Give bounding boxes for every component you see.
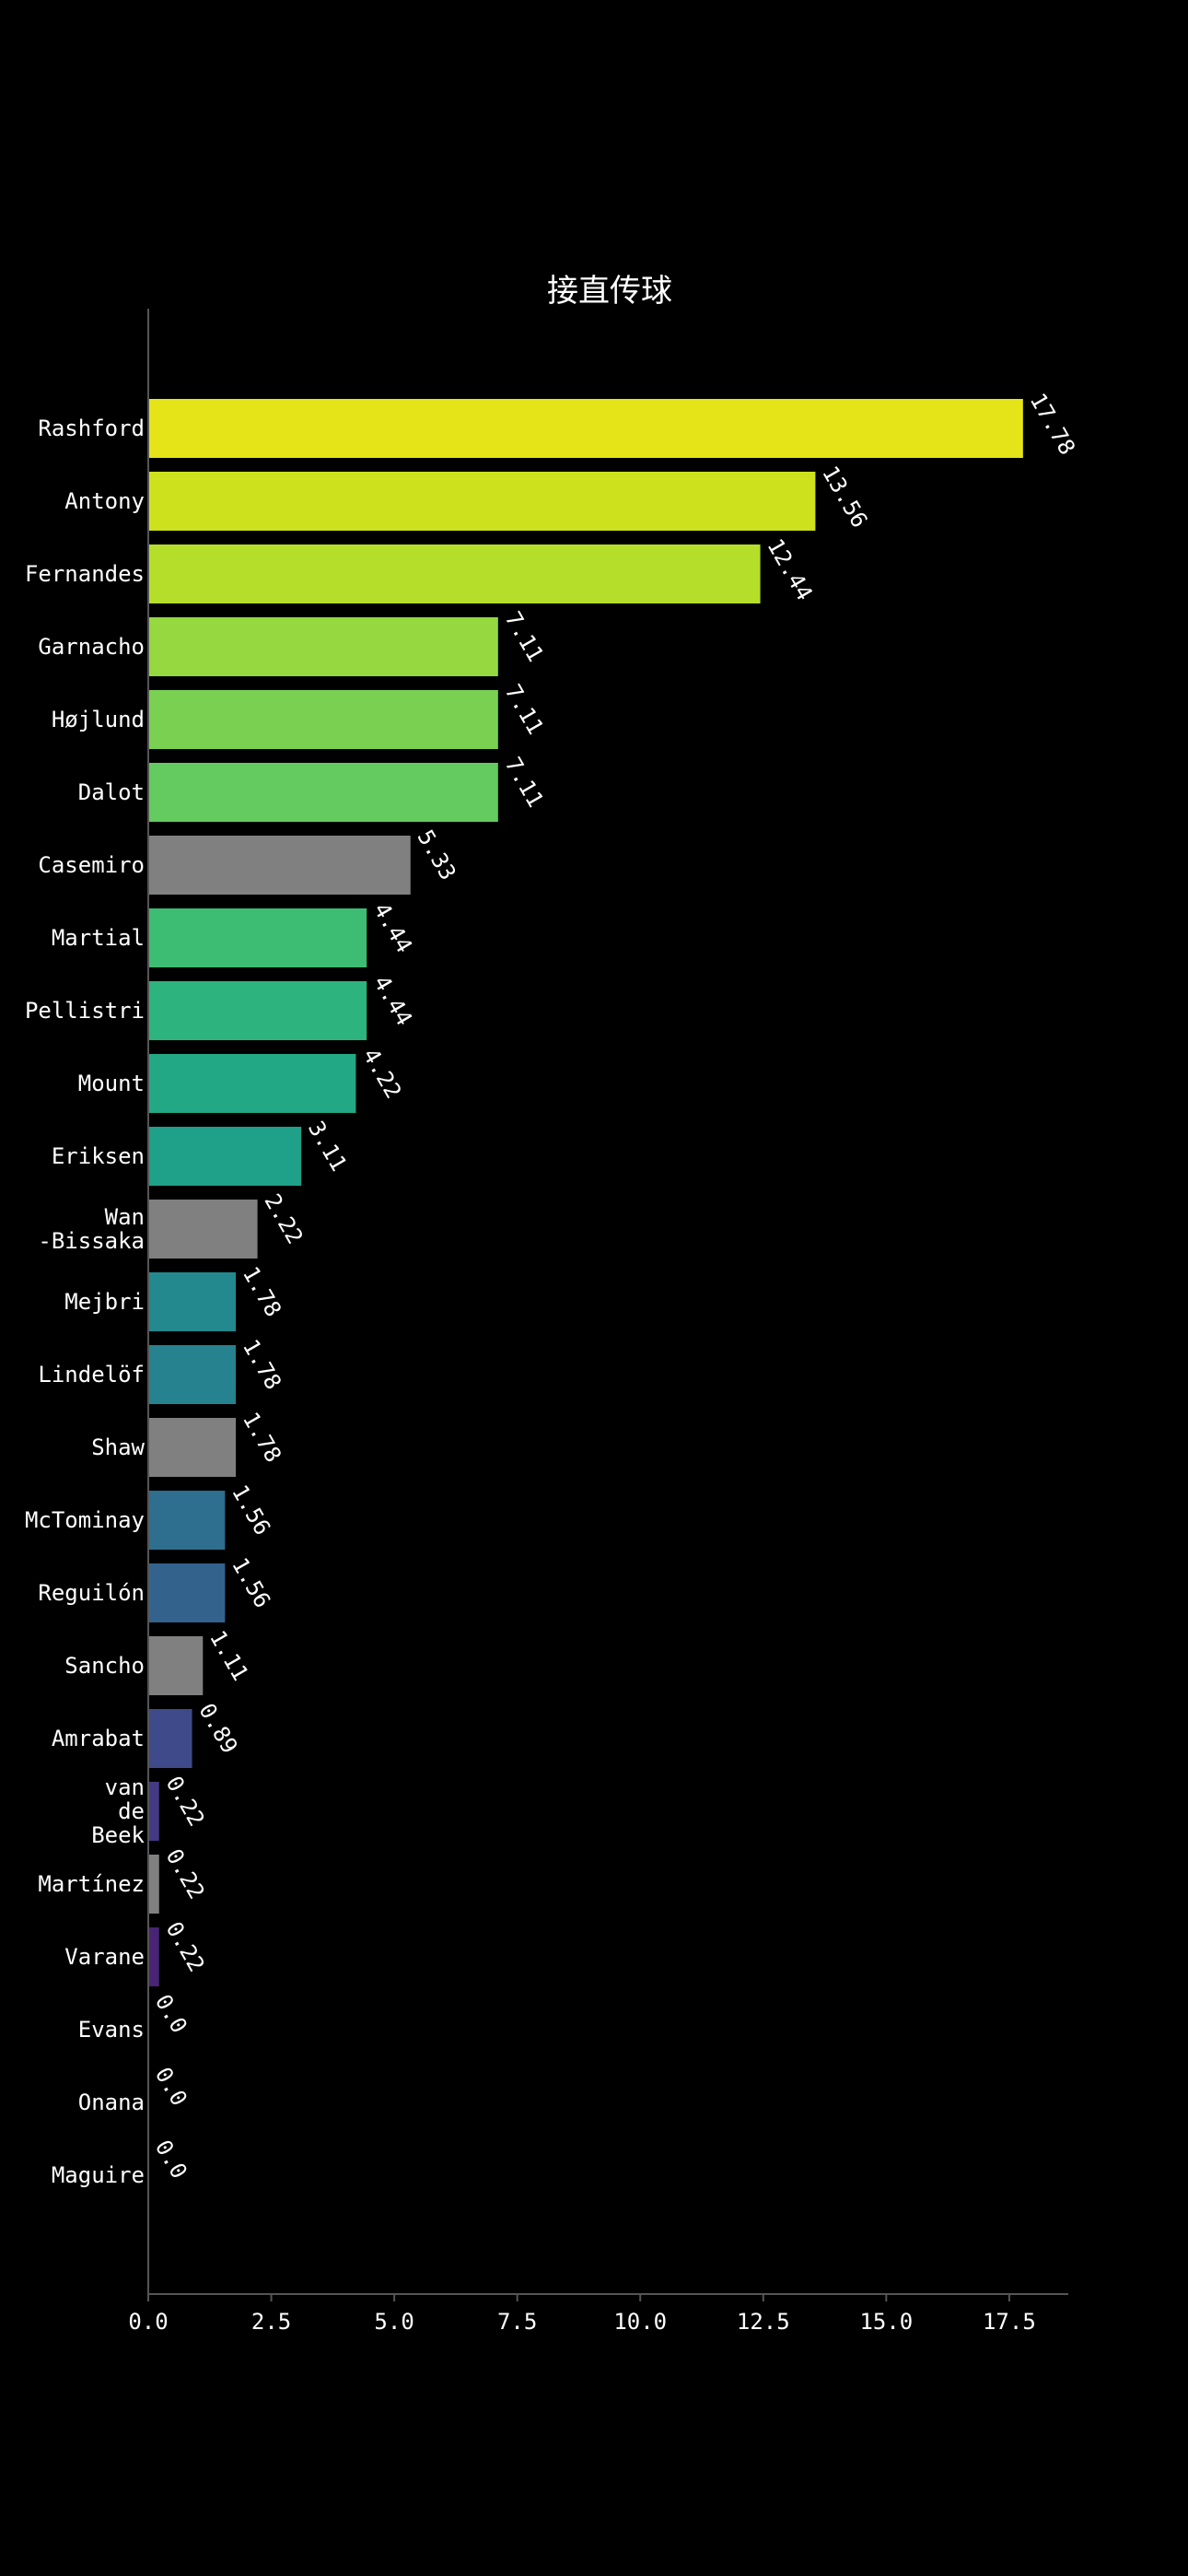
category-label: Mejbri: [64, 1289, 145, 1315]
bar: [148, 690, 498, 749]
category-label: Mount: [78, 1071, 145, 1096]
value-label: 7.11: [500, 607, 549, 666]
x-tick-label: 15.0: [859, 2309, 913, 2335]
bar: [148, 1491, 226, 1550]
category-label: Shaw: [91, 1434, 145, 1460]
category-label: Garnacho: [38, 634, 145, 660]
bar: [148, 399, 1023, 458]
bar: [148, 472, 816, 531]
category-label: van de Beek: [91, 1774, 145, 1848]
category-label: Wan -Bissaka: [38, 1204, 145, 1254]
category-label: Dalot: [78, 779, 145, 805]
x-tick-label: 17.5: [983, 2309, 1036, 2335]
value-label: 4.44: [368, 971, 417, 1030]
value-label: 12.44: [762, 534, 817, 605]
bars-group: [148, 399, 1023, 1986]
bar: [148, 1200, 258, 1259]
category-label: Sancho: [64, 1653, 145, 1679]
category-label: Amrabat: [52, 1726, 145, 1751]
value-label: 0.0: [150, 2136, 192, 2184]
value-label: 2.22: [259, 1189, 308, 1248]
value-label: 1.56: [227, 1481, 275, 1540]
category-label: Evans: [78, 2017, 145, 2043]
value-label: 0.22: [161, 1917, 210, 1976]
category-label: Fernandes: [25, 561, 145, 587]
x-ticks-group: 0.0 2.5 5.0 7.5 10.0 12.5 15.0 17.5: [128, 2294, 1036, 2335]
value-label: 0.22: [161, 1844, 210, 1903]
value-label: 7.11: [500, 753, 549, 812]
bar: [148, 1418, 237, 1477]
category-label: Martínez: [38, 1871, 145, 1897]
category-label: Varane: [64, 1944, 145, 1970]
category-label: Reguilón: [38, 1580, 145, 1606]
x-tick-label: 0.0: [128, 2309, 168, 2335]
category-label: Lindelöf: [38, 1362, 145, 1388]
category-label: Pellistri: [25, 998, 145, 1024]
value-label: 0.22: [161, 1772, 210, 1831]
value-label: 4.44: [368, 898, 417, 957]
bar: [148, 908, 367, 967]
value-label: 1.11: [204, 1626, 253, 1685]
bar: [148, 1563, 226, 1622]
value-label: 13.56: [817, 462, 872, 533]
bar: [148, 1636, 204, 1695]
bar: [148, 1855, 159, 1914]
bar: [148, 1709, 192, 1768]
category-label: McTominay: [25, 1507, 145, 1533]
x-tick-label: 7.5: [497, 2309, 537, 2335]
value-label: 0.89: [193, 1699, 242, 1758]
bar: [148, 1927, 159, 1986]
category-label: Højlund: [52, 707, 145, 732]
x-tick-label: 5.0: [374, 2309, 413, 2335]
value-label: 5.33: [413, 825, 461, 884]
value-label: 0.0: [150, 2063, 192, 2111]
bar: [148, 1782, 159, 1841]
category-labels-group: Rashford Antony Fernandes Garnacho Højlund Da…: [25, 416, 146, 2188]
category-label: Eriksen: [52, 1143, 145, 1169]
value-label: 1.78: [238, 1408, 286, 1467]
bar: [148, 1127, 302, 1186]
value-label: 4.22: [357, 1044, 406, 1103]
chart-title: 接直传球: [547, 273, 672, 310]
value-label: 7.11: [500, 680, 549, 739]
bar: [148, 617, 498, 676]
value-label: 1.56: [227, 1553, 275, 1612]
category-label: Maguire: [52, 2162, 145, 2188]
x-tick-label: 10.0: [613, 2309, 667, 2335]
x-tick-label: 12.5: [737, 2309, 790, 2335]
value-label: 1.78: [238, 1335, 286, 1394]
bar: [148, 763, 498, 822]
category-label: Onana: [78, 2090, 145, 2115]
bar: [148, 981, 367, 1040]
category-label: Antony: [64, 488, 145, 514]
category-label: Casemiro: [38, 852, 145, 878]
bar: [148, 836, 411, 895]
value-label: 1.78: [238, 1262, 286, 1321]
category-label: Rashford: [38, 416, 145, 441]
bar: [148, 1272, 237, 1331]
bar: [148, 1345, 237, 1404]
x-tick-label: 2.5: [251, 2309, 291, 2335]
value-label: 17.78: [1025, 389, 1080, 460]
value-label: 3.11: [303, 1117, 352, 1176]
value-label: 0.0: [150, 1990, 192, 2038]
bar: [148, 544, 761, 603]
category-label: Martial: [52, 925, 145, 951]
bar: [148, 1054, 356, 1113]
